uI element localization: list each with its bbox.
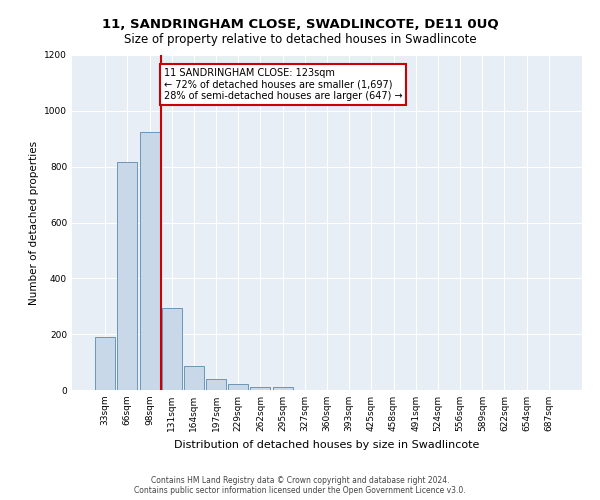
Bar	[140, 132, 160, 390]
Bar	[206, 380, 226, 390]
Bar	[184, 366, 204, 390]
Text: 11, SANDRINGHAM CLOSE, SWADLINCOTE, DE11 0UQ: 11, SANDRINGHAM CLOSE, SWADLINCOTE, DE11…	[101, 18, 499, 30]
Bar	[118, 162, 137, 390]
Bar	[95, 337, 115, 390]
Bar	[272, 387, 293, 390]
Y-axis label: Number of detached properties: Number of detached properties	[29, 140, 38, 304]
X-axis label: Distribution of detached houses by size in Swadlincote: Distribution of detached houses by size …	[175, 440, 479, 450]
Text: Contains HM Land Registry data © Crown copyright and database right 2024.
Contai: Contains HM Land Registry data © Crown c…	[134, 476, 466, 495]
Text: 11 SANDRINGHAM CLOSE: 123sqm
← 72% of detached houses are smaller (1,697)
28% of: 11 SANDRINGHAM CLOSE: 123sqm ← 72% of de…	[164, 68, 403, 101]
Bar	[228, 384, 248, 390]
Text: Size of property relative to detached houses in Swadlincote: Size of property relative to detached ho…	[124, 32, 476, 46]
Bar	[162, 308, 182, 390]
Bar	[250, 386, 271, 390]
